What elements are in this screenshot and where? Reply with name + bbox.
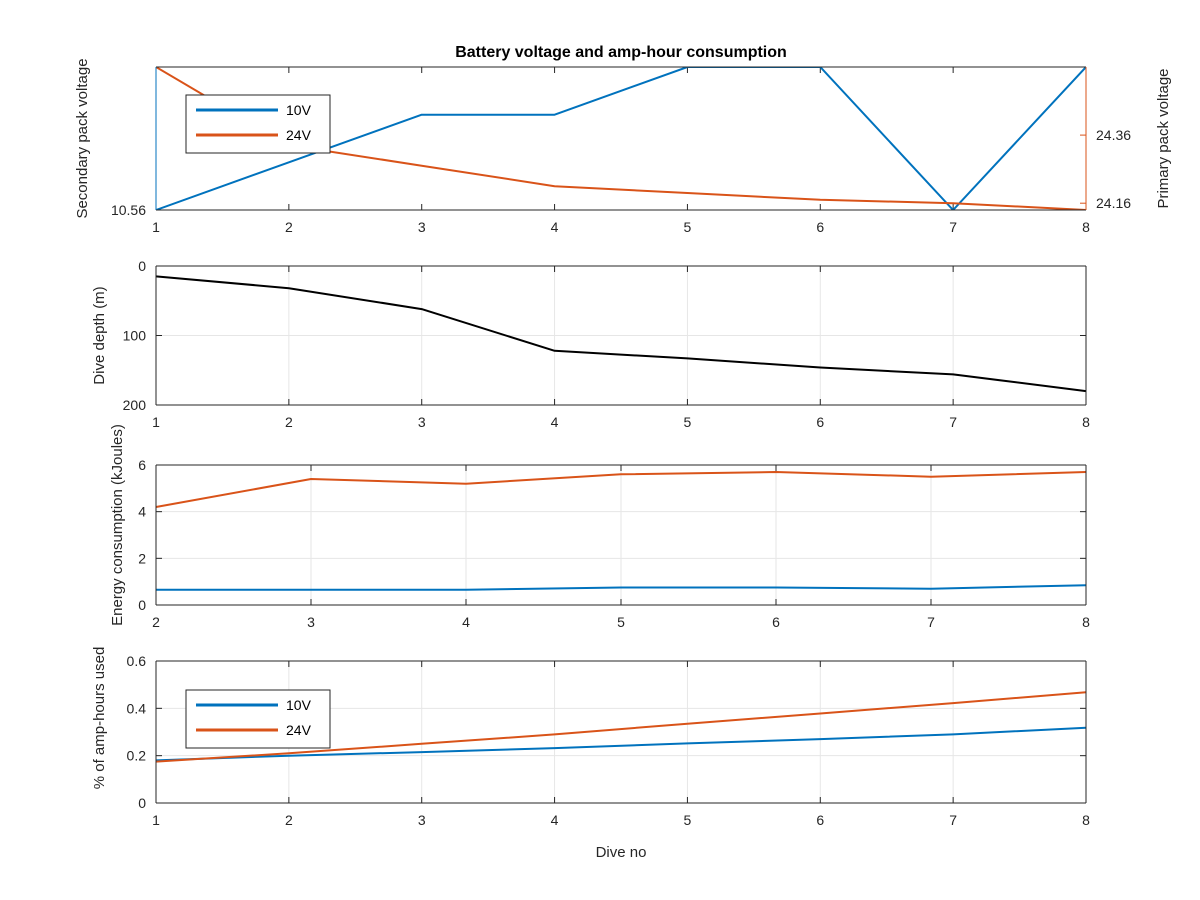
y-tick-label: 200 [123,397,147,413]
x-tick-label: 2 [285,414,293,430]
y-axis-label: % of amp-hours used [91,647,108,790]
y-tick-label: 0 [138,597,146,613]
y-tick-label: 0 [138,795,146,811]
legend-label: 24V [286,722,312,738]
x-tick-label: 4 [551,812,559,828]
x-tick-label: 5 [684,812,692,828]
legend-label: 10V [286,102,312,118]
panel-dive-depth: 1 2 3 4 5 6 7 8 0 100 200 Dive depth (m) [91,258,1090,430]
y-tick-label-right: 24.16 [1096,195,1131,211]
x-tick-label: 5 [617,614,625,630]
series-line-10V [156,67,1086,210]
x-tick-label: 3 [307,614,315,630]
x-axis-label: Dive no [596,844,647,861]
x-tick-label: 7 [949,414,957,430]
y-tick-label: 0 [138,258,146,274]
y-axis-label-left: Secondary pack voltage [74,58,91,218]
x-tick-label: 3 [418,219,426,235]
legend-box [185,689,331,749]
legend-box [185,94,331,154]
y-axis-label-right: Primary pack voltage [1155,68,1172,208]
x-tick-label: 7 [949,812,957,828]
x-tick-label: 2 [285,812,293,828]
y-axis-label: Energy consumption (kJoules) [109,424,126,626]
panel-amp-hours-used: 1 2 3 4 5 6 7 8 0 0.2 0.4 0.6 10V 24V % of amp-hours u… [91,647,1090,861]
series-line-24V [155,691,1087,763]
x-tick-label: 7 [927,614,935,630]
y-tick-label: 100 [123,328,147,344]
series-line-10V [155,726,1087,762]
x-tick-label: 8 [1082,219,1090,235]
x-tick-label: 2 [285,219,293,235]
y-tick-label: 2 [138,550,146,566]
x-tick-label: 6 [816,812,824,828]
x-tick-label: 6 [772,614,780,630]
x-tick-label: 8 [1082,414,1090,430]
x-tick-label: 6 [816,219,824,235]
y-tick-label: 10.56 [111,202,146,218]
y-tick-label: 0.2 [127,748,147,764]
x-tick-label: 4 [462,614,470,630]
y-axis-label: Dive depth (m) [91,286,108,384]
x-tick-label: 6 [816,414,824,430]
x-tick-label: 7 [949,219,957,235]
x-tick-label: 8 [1082,812,1090,828]
x-tick-label: 4 [551,219,559,235]
y-tick-label-right: 24.36 [1096,127,1131,143]
y-tick-label: 0.6 [127,653,147,669]
legend-label: 24V [286,127,312,143]
x-tick-label: 1 [152,812,160,828]
chart-title: Battery voltage and amp-hour consumption [455,44,787,61]
y-tick-label: 6 [138,457,146,473]
y-tick-label: 0.4 [127,700,147,716]
x-tick-label: 2 [152,614,160,630]
series-line-depth [155,275,1087,393]
x-tick-label: 1 [152,414,160,430]
x-tick-label: 4 [551,414,559,430]
x-tick-label: 3 [418,414,426,430]
x-tick-label: 8 [1082,614,1090,630]
x-tick-label: 5 [684,219,692,235]
legend-label: 10V [286,697,312,713]
x-tick-label: 1 [152,219,160,235]
x-tick-label: 3 [418,812,426,828]
panel-battery-voltage: Battery voltage and amp-hour consumption… [74,44,1172,235]
x-tick-label: 5 [684,414,692,430]
y-tick-label: 4 [138,504,146,520]
